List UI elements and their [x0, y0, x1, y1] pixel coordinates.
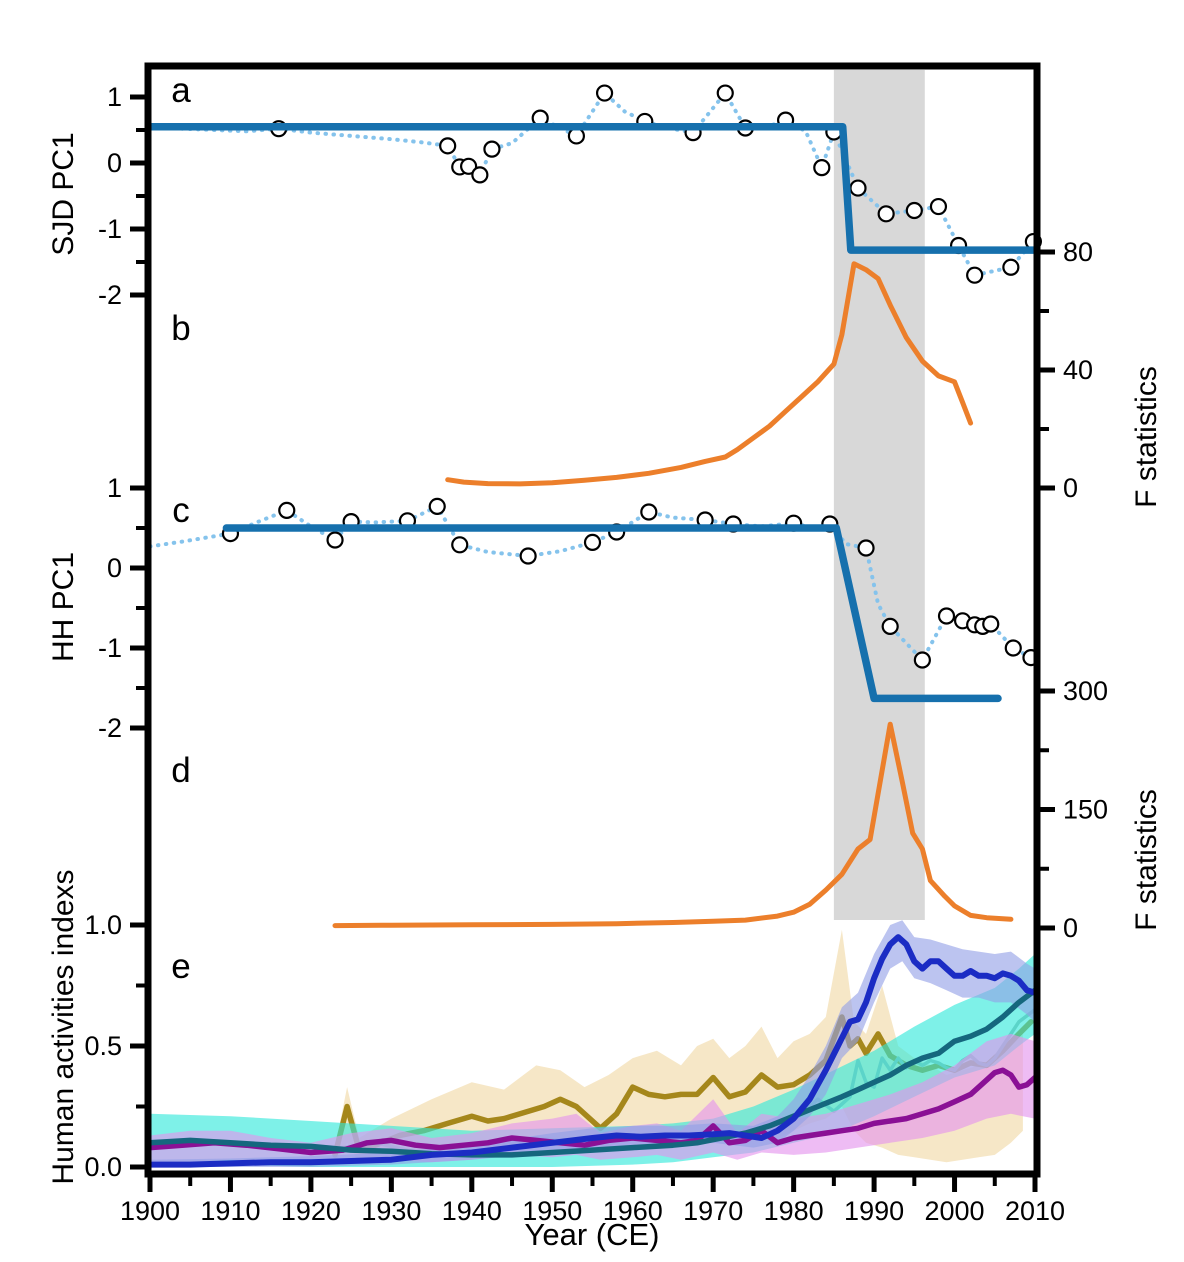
panel-label-a: a	[171, 71, 191, 110]
panel-c-data-marker	[278, 501, 296, 519]
x-axis-tick-label: 1900	[120, 1196, 180, 1226]
panel-c-data-marker	[451, 536, 469, 554]
y-axis-tick-label: -1	[98, 214, 122, 244]
panel-a-data-marker	[460, 157, 478, 175]
panel-c-data-marker	[913, 651, 931, 669]
panel-b-line-f-statistic	[445, 261, 974, 487]
x-axis-tick-label: 1950	[522, 1196, 582, 1226]
panel-a-data-marker	[471, 166, 489, 184]
y-axis-tick-label: 0	[107, 553, 122, 583]
panel-a-data-marker	[483, 140, 501, 158]
panel-label-b: b	[171, 309, 191, 348]
x-axis-tick-label: 1980	[764, 1196, 824, 1226]
panel-c-data-marker	[857, 539, 875, 557]
panel-a-data-marker	[905, 201, 923, 220]
panel-a-data-marker	[966, 266, 984, 284]
y-axis-tick-label: 40	[1063, 355, 1093, 385]
x-axis-tick-label: 1960	[603, 1196, 663, 1226]
panel-c-data-marker	[583, 533, 602, 552]
y-axis-tick-label: 1	[107, 473, 122, 503]
panel-e-band-cyan	[150, 954, 1035, 1167]
panel-c-data-marker	[937, 607, 956, 625]
plot-frame	[144, 62, 1041, 1178]
panel-c-data-marker	[519, 547, 537, 565]
x-axis-tick-label: 1940	[442, 1196, 502, 1226]
panel-a-data-marker	[439, 137, 457, 155]
x-axis-tick-label: 2010	[1005, 1196, 1065, 1226]
x-axis-label: Year (CE)	[524, 1217, 660, 1252]
y-axis-tick-label: 0.0	[84, 1152, 122, 1182]
panel-a-data-marker	[813, 159, 831, 177]
x-axis-tick-label: 1990	[844, 1196, 904, 1226]
panel-label-c: c	[172, 491, 190, 530]
y-axis-tick-label: -2	[98, 713, 122, 743]
panel-e-band-violet	[150, 1033, 1035, 1165]
y-axis-label-human-activities: Human activities indexs	[47, 869, 80, 1185]
panel-label-e: e	[171, 947, 191, 986]
panel-c-data-marker	[640, 503, 658, 521]
x-axis-tick-label: 2000	[925, 1196, 985, 1226]
x-axis-tick-label: 1930	[361, 1196, 421, 1226]
y-axis-label-hh-pc1: HH PC1	[47, 551, 80, 663]
panel-label-d: d	[171, 751, 191, 790]
y-axis-tick-label: 1.0	[84, 910, 122, 940]
panel-c-data-marker	[428, 497, 446, 515]
panel-d-line-f-statistic	[332, 721, 1014, 929]
panel-a-data-marker	[716, 84, 734, 102]
y-axis-tick-label: 1	[107, 82, 122, 112]
y-axis-tick-label: -1	[98, 633, 122, 663]
panel-a-data-marker	[1002, 258, 1020, 276]
panel-a-data-marker	[849, 179, 867, 197]
panel-a-data-marker	[595, 84, 614, 102]
panel-e-line-navy	[147, 934, 1038, 1168]
x-axis-tick-label: 1970	[683, 1196, 743, 1226]
y-axis-tick-label: -2	[98, 280, 122, 310]
panel-c-data-marker	[326, 531, 344, 549]
y-axis-label-f-statistics-top: F statistics	[1130, 366, 1163, 508]
y-axis-tick-label: 80	[1063, 237, 1093, 267]
panel-c-data-marker	[1004, 639, 1022, 657]
y-axis-tick-label: 300	[1063, 676, 1108, 706]
x-axis-tick-label: 1910	[200, 1196, 260, 1226]
y-axis-tick-label: 0	[1063, 913, 1078, 943]
panel-a-data-marker	[877, 205, 895, 223]
y-axis-tick-label: 0	[1063, 473, 1078, 503]
panel-a-line-dotted-annual	[148, 91, 1036, 278]
y-axis-tick-label: 0	[107, 148, 122, 178]
panel-a-data-marker	[929, 197, 948, 216]
panel-c-line-regime-step	[222, 524, 1002, 703]
y-axis-tick-label: 0.5	[84, 1031, 122, 1061]
y-axis-label-sjd-pc1: SJD PC1	[47, 132, 80, 256]
y-axis-label-f-statistics-bottom: F statistics	[1130, 789, 1163, 931]
panel-c-data-marker	[881, 617, 899, 636]
y-axis-tick-label: 150	[1063, 795, 1108, 825]
x-axis-tick-label: 1920	[281, 1196, 341, 1226]
panel-c-data-marker	[982, 615, 1000, 633]
panel-a-data-marker	[567, 127, 586, 145]
panel-a-line-regime-step	[146, 122, 1039, 254]
